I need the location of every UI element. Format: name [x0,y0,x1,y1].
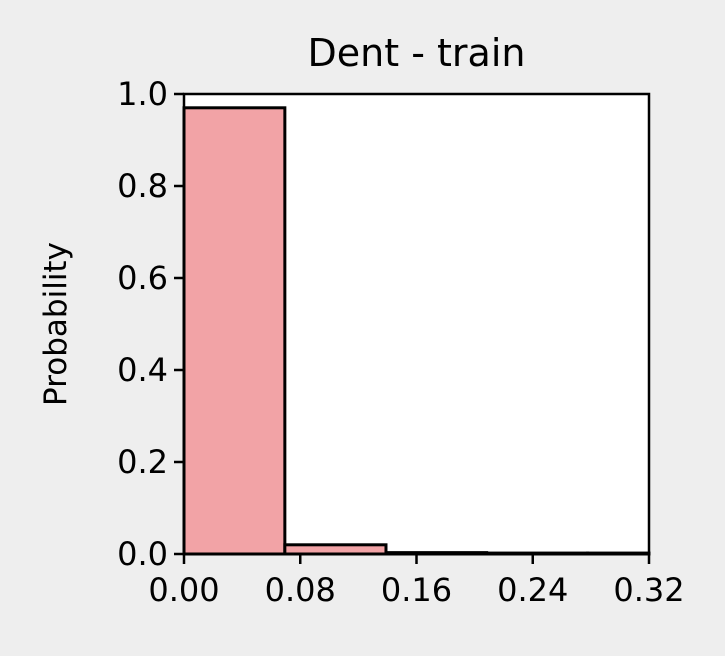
y-axis-label: Probability [38,242,74,406]
x-tick-label: 0.00 [148,571,219,609]
x-tick-label: 0.32 [613,571,684,609]
y-tick-label: 1.0 [117,75,168,113]
y-tick-label: 0.6 [117,259,168,297]
histogram-bar [182,106,287,556]
y-axis: 0.0 0.2 0.4 0.6 0.8 1.0 [117,75,184,573]
y-tick-label: 0.4 [117,351,168,389]
x-tick-label: 0.24 [497,571,568,609]
x-tick-label: 0.16 [381,571,452,609]
y-tick-label: 0.2 [117,443,168,481]
x-tick-label: 0.08 [265,571,336,609]
x-axis: 0.00 0.08 0.16 0.24 0.32 [148,554,685,609]
y-tick-label: 0.8 [117,167,168,205]
y-tick-label: 0.0 [117,535,168,573]
chart-title: Dent - train [308,31,526,75]
histogram-bar [283,543,388,556]
